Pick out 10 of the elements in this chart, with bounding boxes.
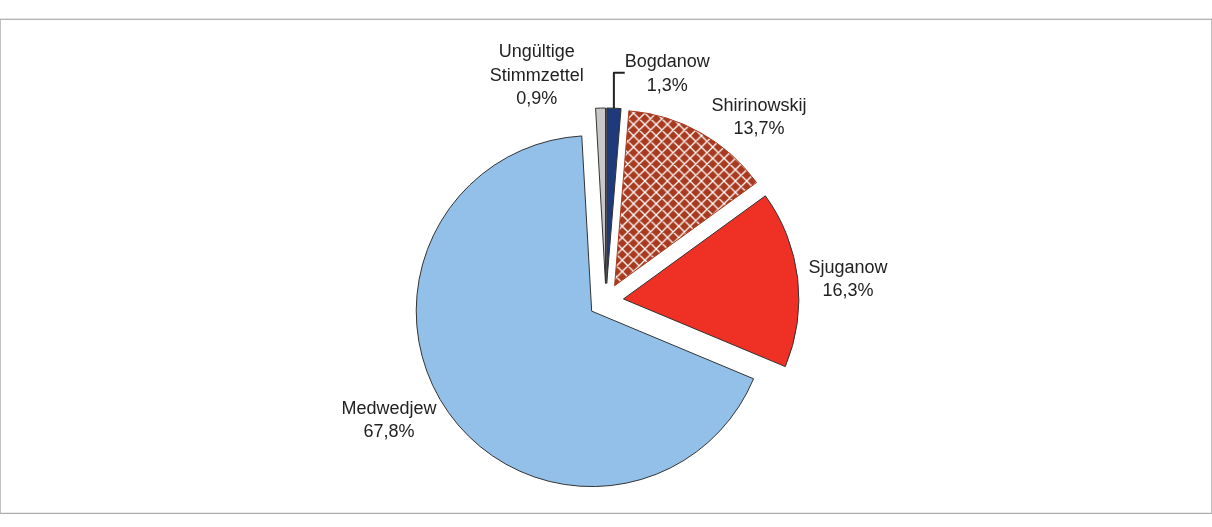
- data-label: 1,3%: [646, 74, 688, 95]
- slice-label: Medwedjew: [341, 398, 438, 419]
- data-label: 16,3%: [822, 280, 874, 301]
- data-label: 13,7%: [733, 117, 785, 138]
- data-label: 0,9%: [516, 88, 558, 109]
- slice-label: Sjuganow: [808, 256, 889, 277]
- data-label: 67,8%: [363, 421, 415, 442]
- slice-label: Shirinowskij: [711, 94, 807, 115]
- slice-label: Ungültige Stimmzettel: [489, 41, 584, 85]
- slice-label: Bogdanow: [624, 51, 711, 72]
